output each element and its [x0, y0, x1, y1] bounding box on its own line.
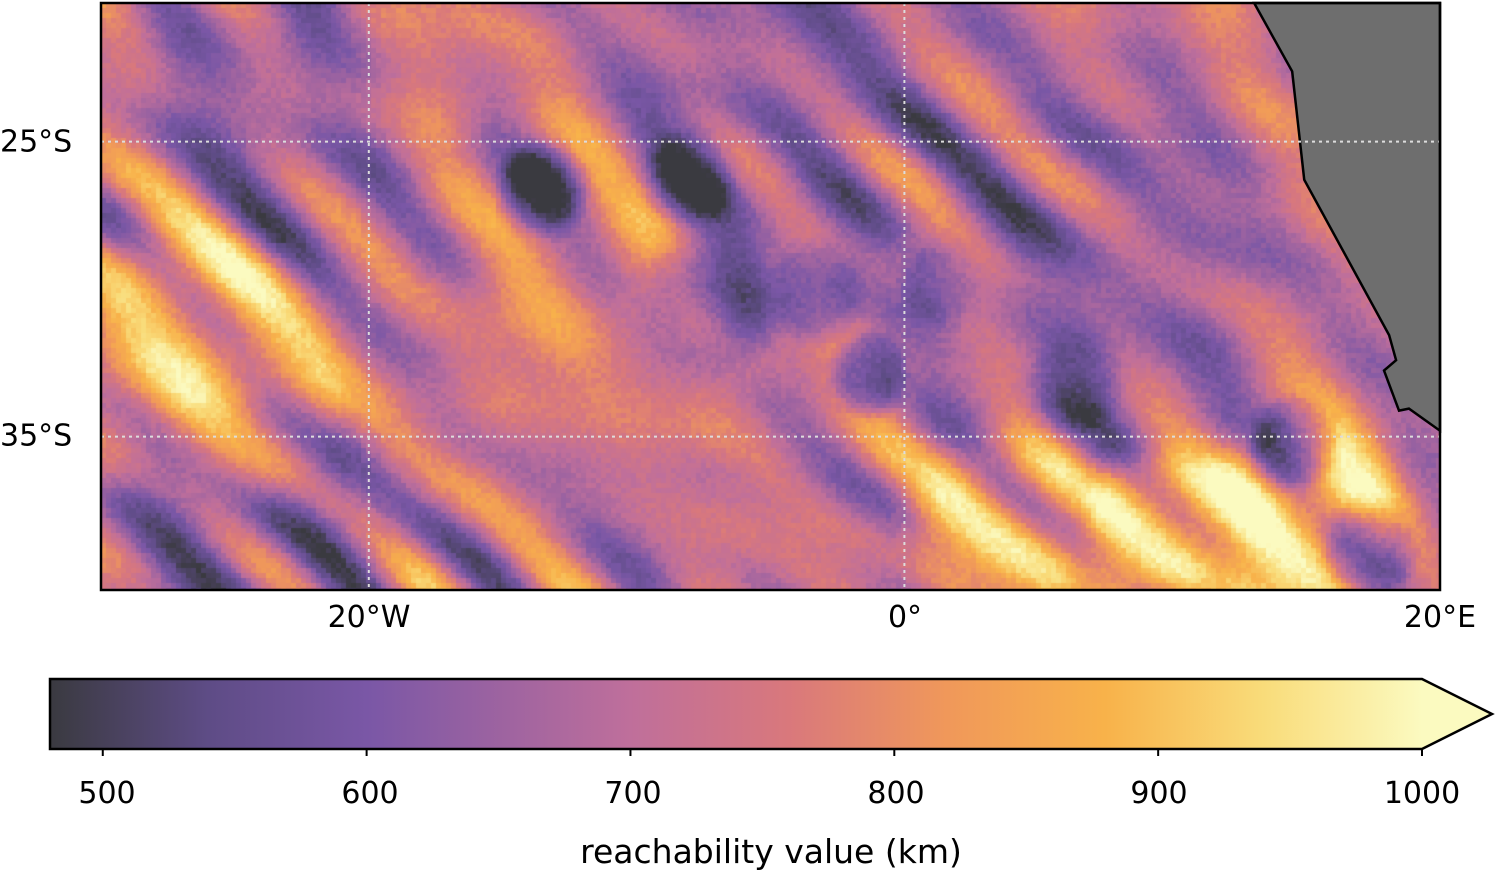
y-tick-label: 25°S [0, 124, 73, 160]
colorbar-tick-label: 700 [604, 776, 662, 811]
colorbar-tick-label: 1000 [1383, 776, 1461, 811]
colorbar-tick-label: 800 [867, 776, 925, 811]
colorbar-tick-label: 500 [78, 776, 136, 811]
x-tick-label: 20°W [327, 600, 411, 635]
colorbar-gradient [50, 679, 1422, 749]
colorbar-label: reachability value (km) [580, 832, 962, 871]
land-polygon [1252, 1, 1442, 434]
y-tick-label: 35°S [0, 418, 73, 454]
colorbar-outline [48, 677, 1495, 751]
colorbar-tick-label: 900 [1130, 776, 1188, 811]
x-tick-label: 0° [887, 600, 923, 635]
colorbar-extend-arrow [1422, 679, 1492, 749]
reachability-map [101, 3, 1440, 590]
map-frame [99, 1, 1442, 592]
colorbar-tick-label: 600 [341, 776, 399, 811]
x-tick-label: 20°E [1403, 600, 1477, 635]
